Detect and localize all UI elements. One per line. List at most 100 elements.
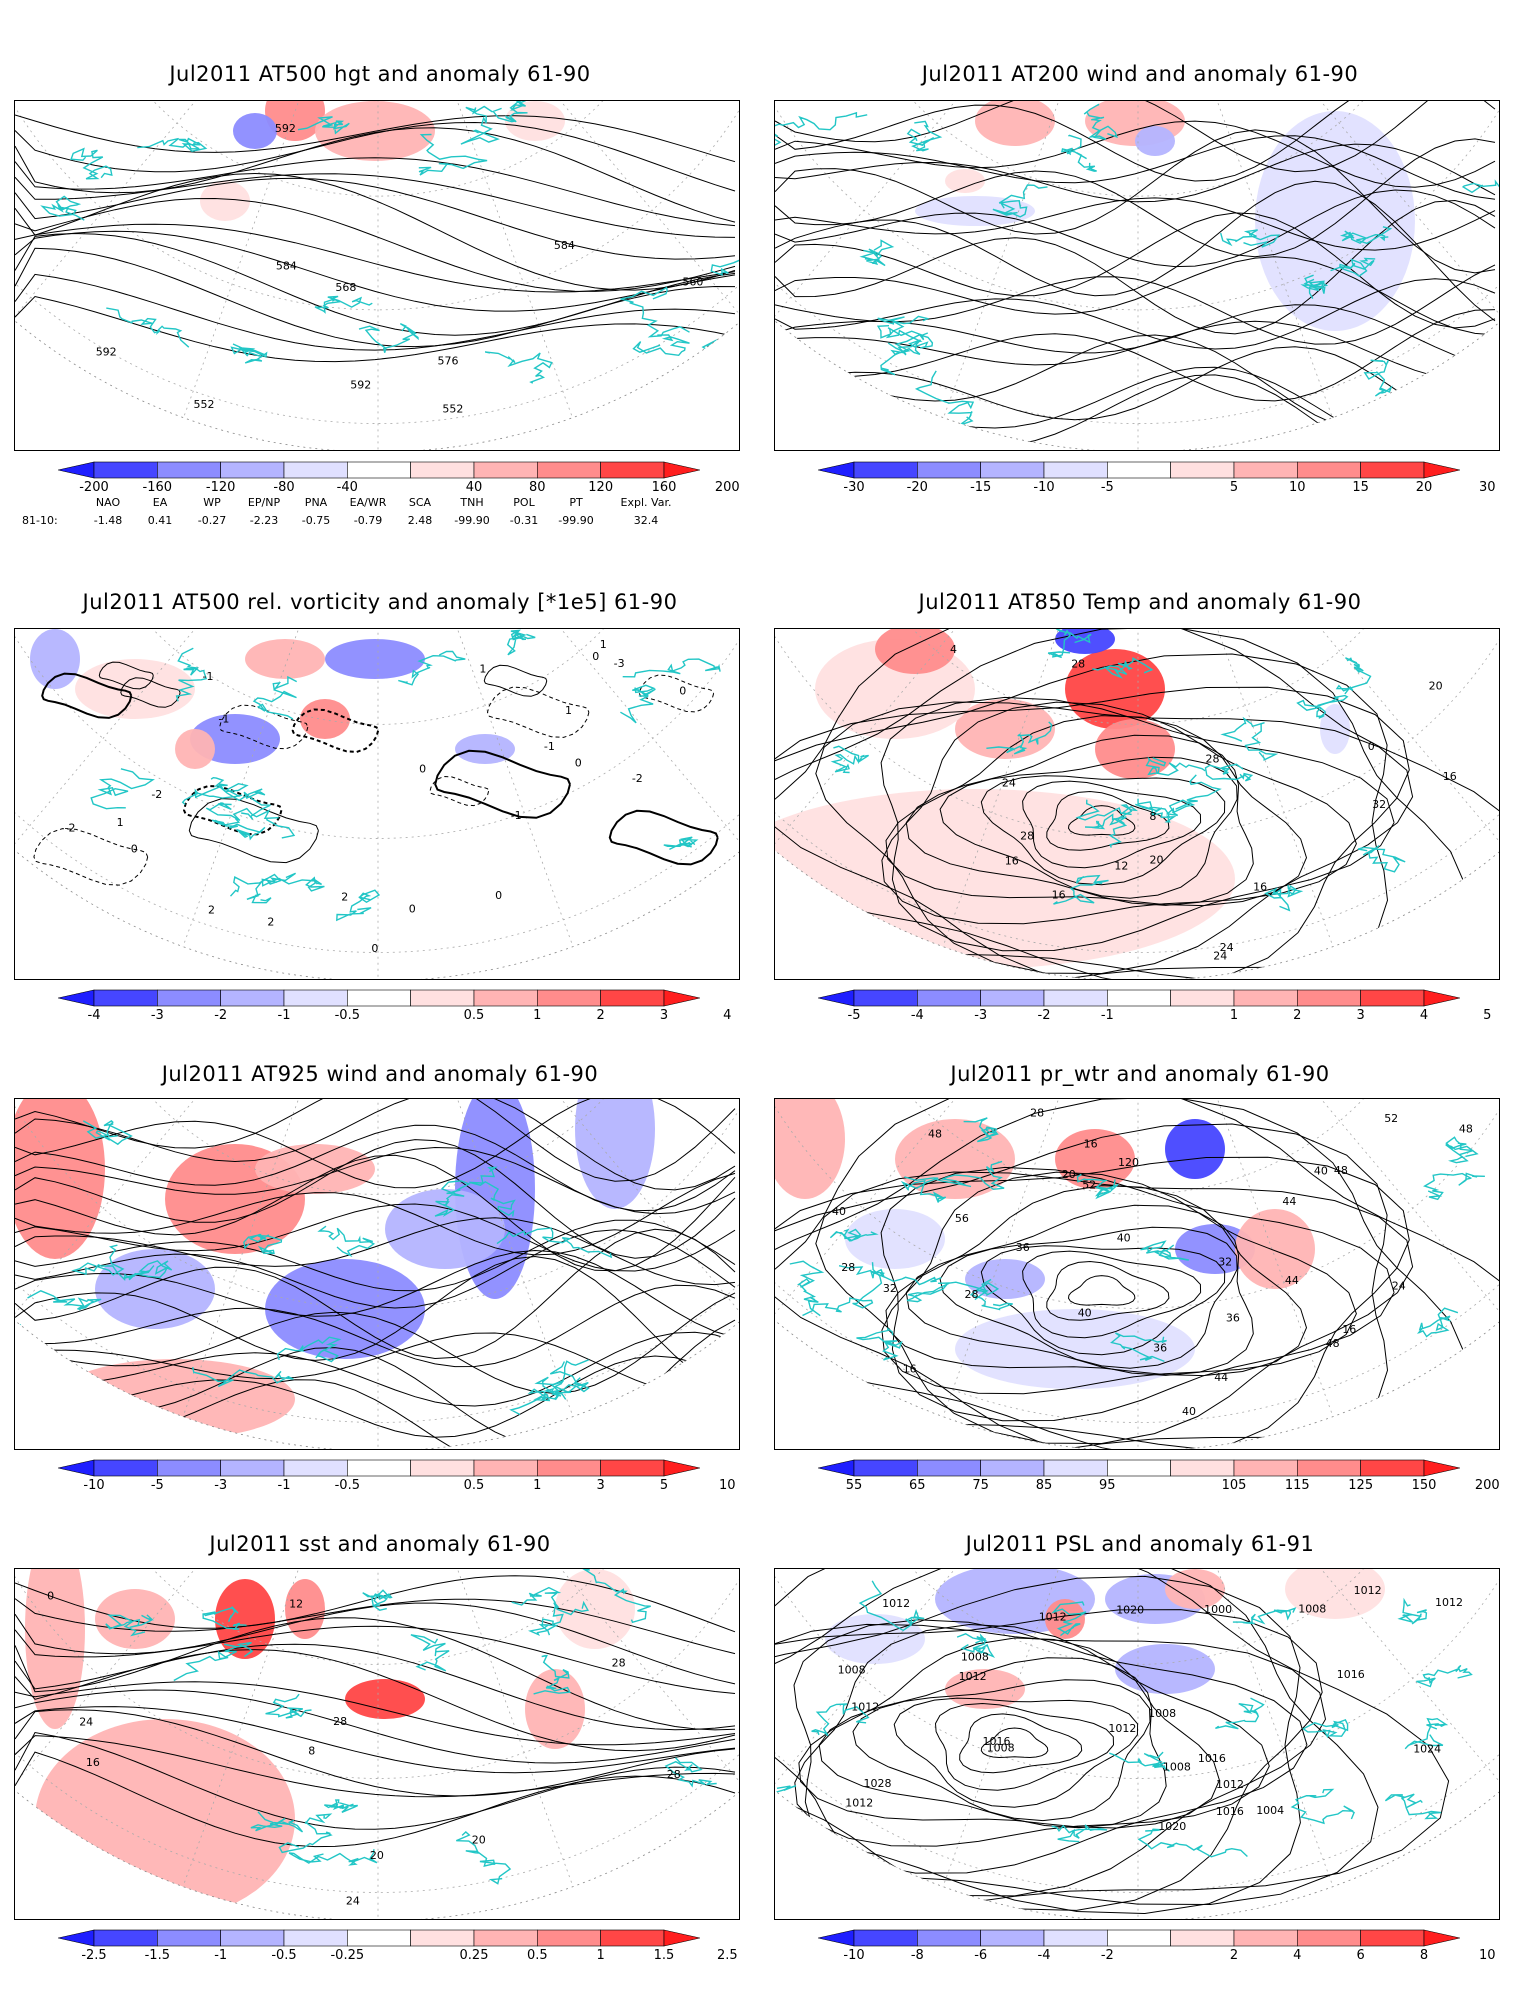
contour-line-7	[794, 1623, 1270, 1847]
teleconnection-value: -0.31	[509, 514, 539, 527]
anomaly-shading-3	[1165, 1119, 1225, 1179]
contour-label: 1020	[1116, 1603, 1144, 1616]
teleconnection-value: 2.48	[407, 514, 433, 527]
contour-line-12	[775, 629, 1466, 979]
colorbar-tick-label: 0.5	[526, 1948, 548, 1963]
colorbar-low-arrow	[58, 1929, 95, 1947]
colorbar-tick-label: -4	[1037, 1948, 1051, 1963]
coastline-6	[935, 1160, 1005, 1191]
coastline-0	[1461, 179, 1499, 225]
contour-label: 40	[1314, 1164, 1328, 1177]
colorbar-svg	[58, 1929, 700, 1947]
coastline-2	[1204, 763, 1254, 782]
contour-label: 36	[1153, 1341, 1167, 1354]
colorbar-tick-label: -4	[87, 1008, 101, 1023]
meridian--20	[1137, 629, 1334, 947]
colorbar-tick-label: 85	[1035, 1478, 1053, 1493]
anomaly-shading-0	[1065, 649, 1165, 729]
hemisphere	[775, 101, 1499, 450]
meridian-40	[775, 629, 1139, 848]
coastline-13	[90, 768, 155, 810]
contour-line-6	[15, 1649, 736, 1752]
colorbar-tick-label: 120	[588, 480, 614, 495]
anomaly-shading-5	[1165, 1569, 1225, 1609]
coastline-0	[710, 243, 739, 276]
coastline-10	[70, 147, 113, 180]
meridian-20	[942, 1569, 1139, 1887]
meridian--40	[377, 1099, 739, 1318]
coastline-12	[1302, 1719, 1349, 1739]
coastline-1	[1140, 1240, 1189, 1261]
contour-label: 1004	[1256, 1804, 1284, 1817]
colorbar-tick-label: -2	[1100, 1948, 1114, 1963]
contour-line-16	[775, 320, 1496, 382]
contour-label: 40	[1078, 1307, 1092, 1320]
contour-label: 24	[1392, 1279, 1406, 1292]
coastline-5	[410, 1634, 450, 1672]
meridian-40	[775, 1569, 1139, 1788]
contour-line-13	[775, 1569, 1450, 1914]
panel-prwtr: Jul2011 pr_wtr and anomaly 61-90 52 48 40 4…	[760, 1030, 1520, 1500]
map-svg: 552 552 592 560 568 576 584 592 584 592	[15, 101, 739, 450]
anomaly-shading-6	[1320, 704, 1350, 754]
contour-label: -2	[632, 772, 643, 785]
colorbar-tick-label: 160	[651, 480, 677, 495]
contour-label: 24	[1002, 777, 1016, 790]
colorbar-high-arrow	[1423, 1929, 1460, 1947]
contour-label: 16	[1052, 888, 1066, 901]
contour-line-5	[15, 177, 736, 260]
panel-z500: Jul2011 AT500 hgt and anomaly 61-90 552 5…	[0, 0, 760, 560]
contour-label: 16	[1253, 881, 1267, 894]
contour-line-10	[120, 677, 181, 708]
coastline-5	[434, 1180, 471, 1217]
contour-line-4	[939, 756, 1238, 899]
contour-line-8	[188, 798, 319, 864]
coastline-8	[877, 315, 930, 356]
coastline-13	[265, 1693, 312, 1719]
colorbar-tick-label: -1.5	[144, 1948, 170, 1963]
colorbar-box-2	[917, 1929, 981, 1947]
anomaly-shading-4	[95, 1249, 215, 1329]
coastline-3	[1109, 1751, 1170, 1772]
contour-line-13	[15, 1751, 736, 1848]
colorbar-box-2	[157, 989, 221, 1007]
contour-label: 1020	[1158, 1820, 1186, 1833]
colorbar-box-2	[157, 1459, 221, 1477]
coastline-1	[859, 239, 895, 267]
meridian-20	[182, 629, 379, 947]
contour-line-7	[486, 686, 590, 738]
coastline-6	[620, 684, 656, 724]
contour-label: 1012	[959, 1670, 987, 1683]
contour-label: 8	[1149, 810, 1156, 823]
coastline-5	[492, 101, 530, 123]
contour-line-4	[852, 1679, 1151, 1822]
colorbar-tick-label: -2.5	[81, 1948, 107, 1963]
anomaly-shading-0	[775, 1099, 845, 1199]
teleconnection-value: 32.4	[633, 514, 659, 527]
contour-label: 28	[841, 1261, 855, 1274]
coastline-10	[1220, 716, 1279, 762]
coastline-9	[876, 325, 925, 376]
contour-label: -3	[614, 657, 625, 670]
colorbar-box-1	[853, 461, 918, 479]
colorbar-tick-label: -0.25	[330, 1948, 365, 1963]
contour-line-3	[15, 157, 736, 227]
contour-label: 1	[600, 638, 607, 651]
hemisphere	[15, 1099, 739, 1449]
contour-label: 28	[1206, 752, 1220, 765]
contour-line-12	[775, 256, 1496, 336]
anomaly-shading-3	[285, 1579, 325, 1639]
colorbar-box-4	[283, 1459, 348, 1477]
colorbar-tick-label: 5	[1229, 480, 1239, 495]
colorbar-wind200: -30 -20 -15 -10 -5 5 10 15 20 30	[818, 460, 1496, 500]
coastline-15	[106, 307, 190, 348]
map-vort500: 0 -2 2 -1 1 2 0 -1 -2 -3 1 0 -1 2 0 1 -2 -1 0 1 0 0 0	[14, 628, 740, 980]
contour-label: 48	[1459, 1123, 1473, 1136]
coastline-2	[175, 647, 208, 702]
meridian-40	[775, 1099, 1139, 1318]
anomaly-shading-7	[95, 1589, 175, 1649]
contour-line-1	[1046, 790, 1170, 851]
contour-line-1	[15, 1099, 736, 1191]
coastline-14	[620, 286, 690, 338]
colorbar-box-8	[1296, 1929, 1361, 1947]
